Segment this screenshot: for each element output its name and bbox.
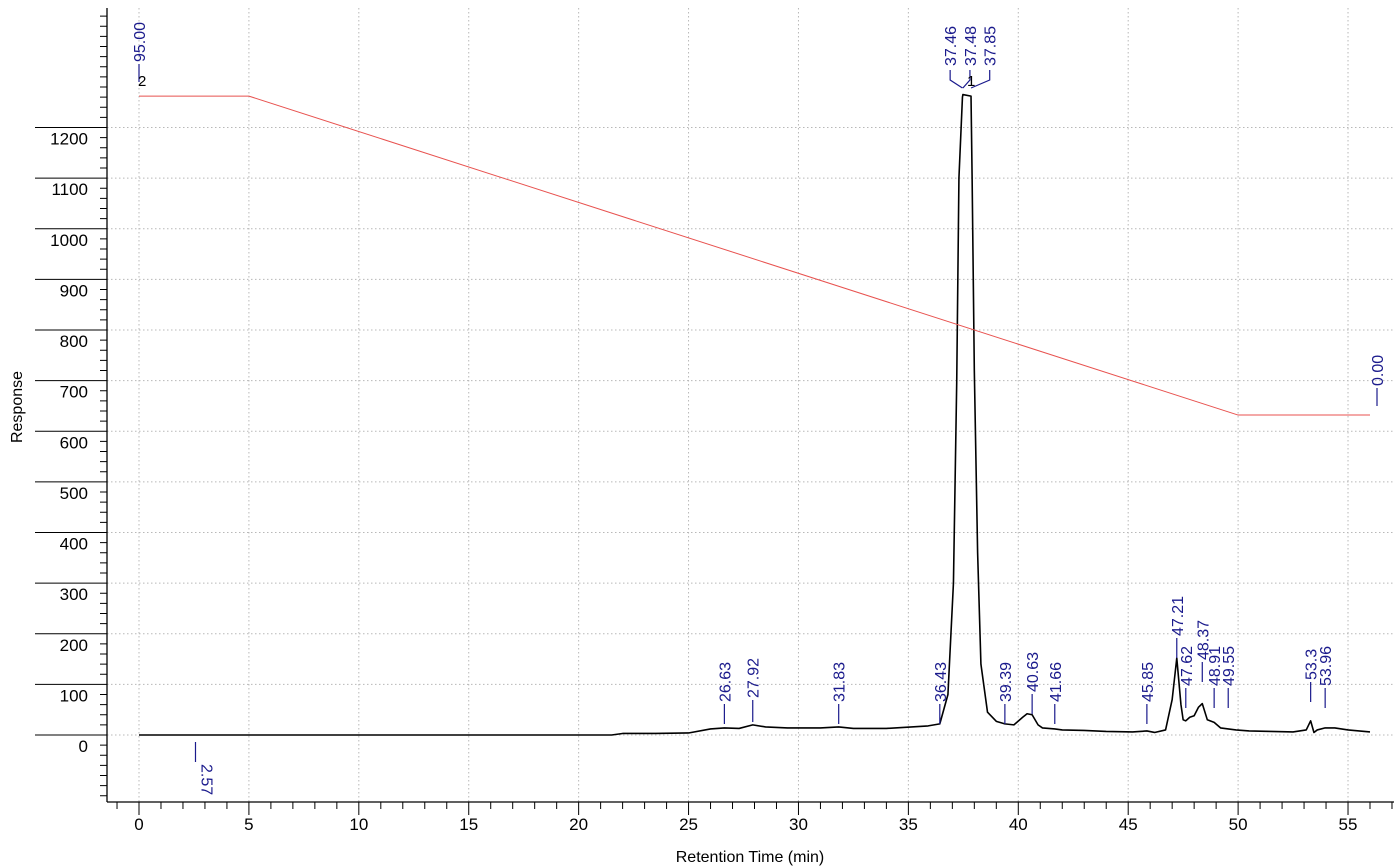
gradient-label: 95.00 [132, 22, 149, 62]
peak-label: 53.96 [1318, 646, 1335, 686]
trace-marker-1: 1 [967, 73, 975, 90]
x-tick-label: 25 [679, 815, 698, 834]
y-tick-label: 1200 [50, 130, 88, 149]
peak-label: 37.85 [983, 26, 1000, 66]
peak-label: 31.83 [832, 662, 849, 702]
x-tick-label: 50 [1229, 815, 1248, 834]
x-axis-label: Retention Time (min) [676, 849, 825, 866]
peak-label: 40.63 [1025, 652, 1042, 692]
peak-label: 37.46 [943, 26, 960, 66]
x-tick-label: 0 [134, 815, 143, 834]
y-tick-label: 400 [60, 535, 88, 554]
peak-label: 47.62 [1179, 646, 1196, 686]
trace-marker-2: 2 [138, 73, 146, 90]
peak-label: 41.66 [1048, 662, 1065, 702]
y-tick-label: 200 [60, 636, 88, 655]
peak-label: 2.57 [197, 764, 214, 795]
y-tick-label: 900 [60, 281, 88, 300]
peak-label: 37.48 [963, 26, 980, 66]
peak-label: 48.37 [1195, 620, 1212, 660]
peak-label: 47.21 [1170, 596, 1187, 636]
y-tick-label: 800 [60, 332, 88, 351]
x-tick-label: 5 [244, 815, 253, 834]
y-tick-label: 700 [60, 383, 88, 402]
annotation-layer: 26.63 27.92 31.83 36.43 39.39 40.63 41.66 45.85… [132, 22, 1387, 795]
peak-label-leader [970, 70, 991, 89]
y-tick-label: 500 [60, 484, 88, 503]
gradient-label: 0.00 [1370, 355, 1387, 386]
x-tick-label: 35 [899, 815, 918, 834]
peak-label-leader [949, 70, 963, 89]
peak-label: 53.3 [1304, 649, 1321, 680]
peak-label: 45.85 [1140, 662, 1157, 702]
gradient-line [139, 95, 1370, 416]
x-tick-label: 10 [349, 815, 368, 834]
peak-label: 36.43 [933, 662, 950, 702]
peak-label: 48.91 [1207, 646, 1224, 686]
y-tick-label: 600 [60, 433, 88, 452]
y-tick-label: 300 [60, 585, 88, 604]
x-tick-label: 45 [1119, 815, 1138, 834]
y-tick-label: 1100 [51, 180, 88, 199]
x-tick-label: 30 [789, 815, 808, 834]
peak-label: 26.63 [717, 662, 734, 702]
series-layer [139, 93, 1371, 736]
peak-label: 27.92 [746, 658, 763, 698]
chromatogram-trace [139, 93, 1371, 736]
y-tick-label: 1000 [50, 231, 88, 250]
peak-label: 39.39 [998, 662, 1015, 702]
x-tick-label: 55 [1339, 815, 1358, 834]
x-tick-label: 15 [459, 815, 478, 834]
x-tick-label: 20 [569, 815, 588, 834]
y-axis-label: Response [9, 371, 26, 443]
y-tick-label: 0 [79, 737, 88, 756]
axes: 0 5 10 15 20 25 30 35 40 45 50 55 0 100 200 300 400 500 60… [35, 8, 1394, 834]
peak-label: 49.55 [1221, 646, 1238, 686]
x-tick-label: 40 [1009, 815, 1028, 834]
y-tick-label: 100 [60, 686, 88, 705]
peak-label-leader [962, 70, 971, 89]
